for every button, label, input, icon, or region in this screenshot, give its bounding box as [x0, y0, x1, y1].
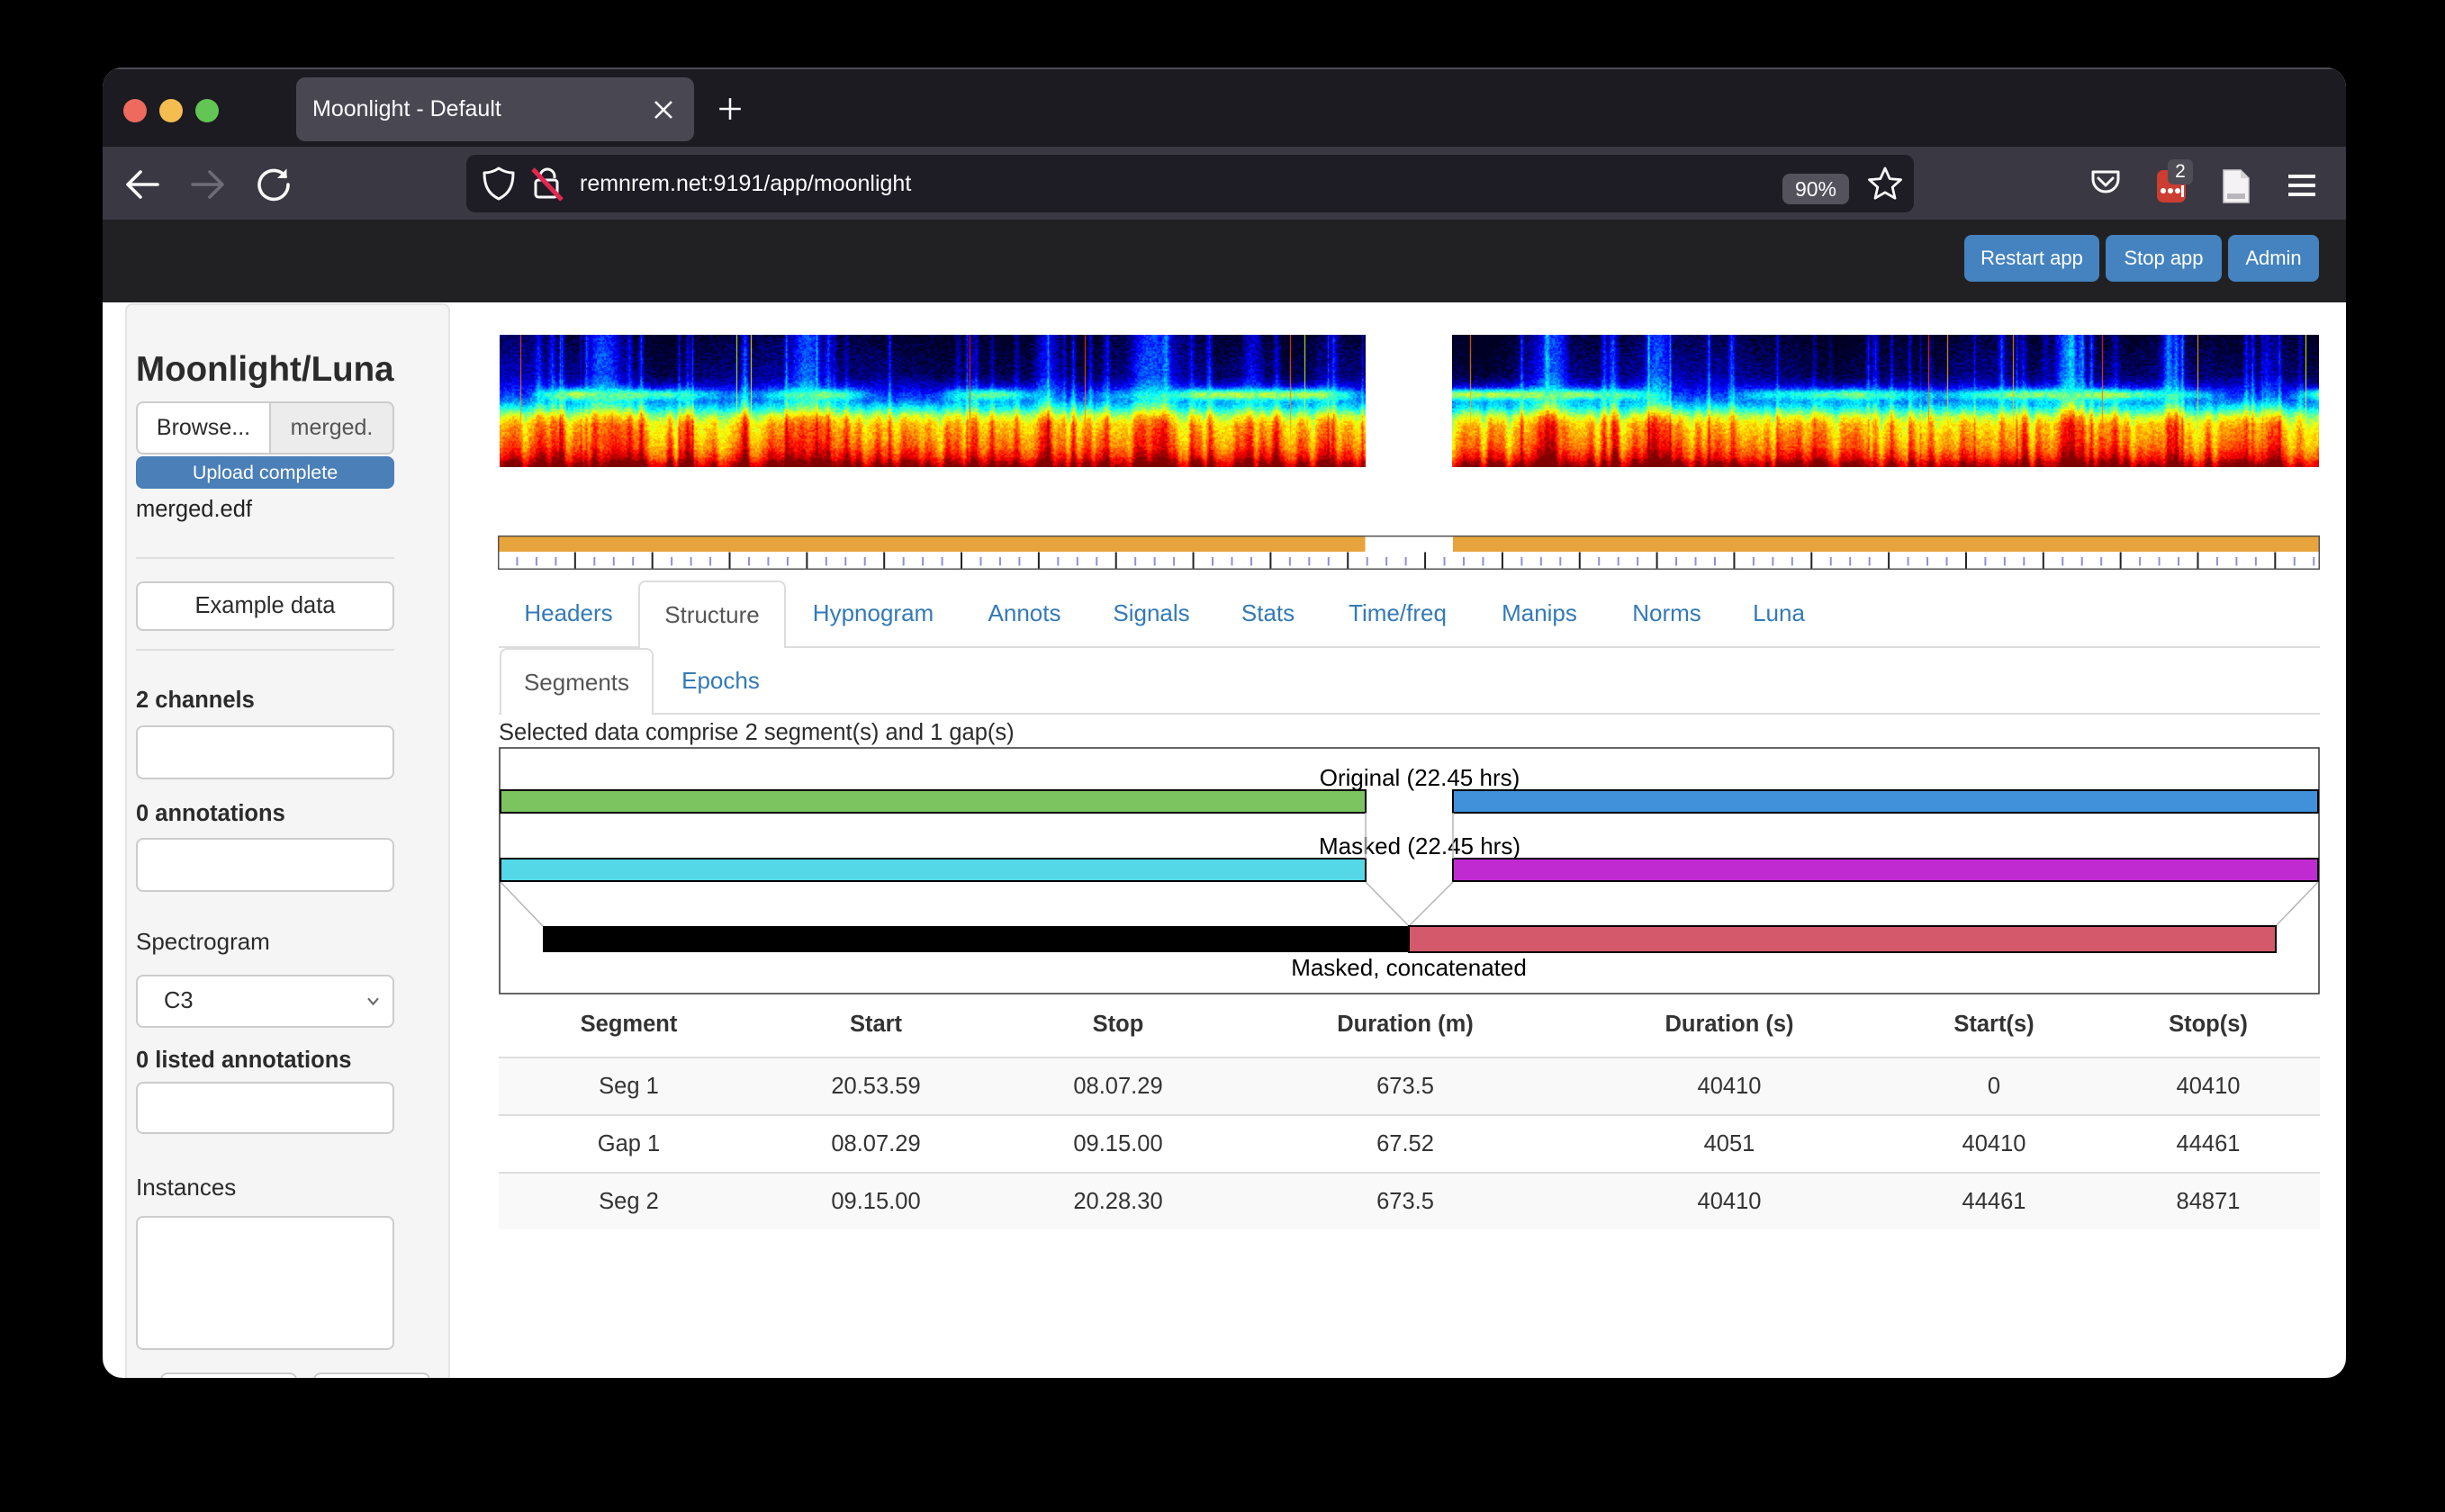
svg-text:Original (22.45 hrs): Original (22.45 hrs) — [1320, 764, 1520, 791]
svg-text:Masked, concatenated: Masked, concatenated — [1291, 954, 1527, 981]
svg-text:Masked (22.45 hrs): Masked (22.45 hrs) — [1319, 832, 1520, 860]
